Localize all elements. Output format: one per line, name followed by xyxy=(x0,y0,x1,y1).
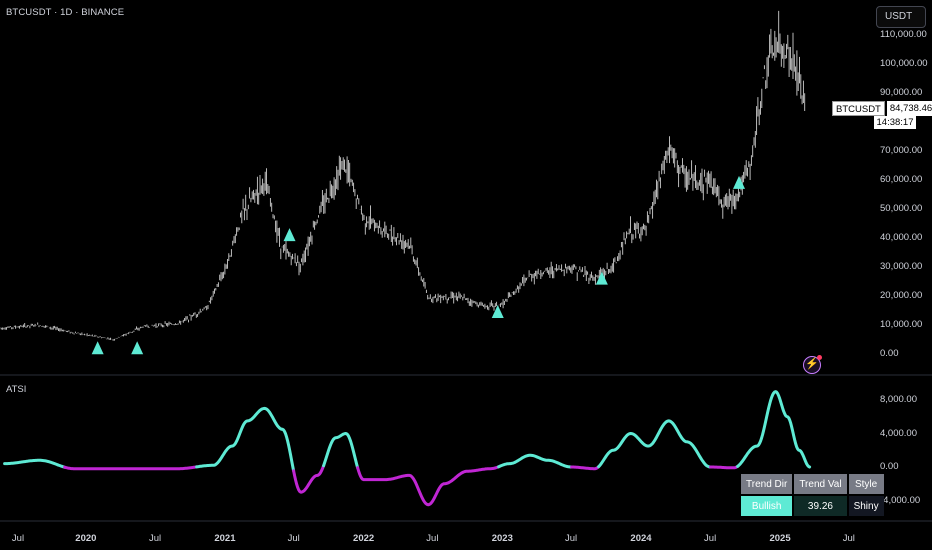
atsi-line-segment xyxy=(195,406,296,473)
trend-table-header-style: Style xyxy=(848,474,884,494)
atsi-line-segment xyxy=(63,465,199,471)
price-tick-label: 50,000.00 xyxy=(880,203,923,214)
time-tick-label: 2024 xyxy=(630,533,652,544)
triangle-up-icon xyxy=(733,175,746,189)
trend-style-value: Shiny xyxy=(848,496,884,516)
atsi-line-segment xyxy=(709,464,740,470)
time-tick-label: Jul xyxy=(287,533,300,544)
osc-tick-label: 8,000.00 xyxy=(880,394,917,405)
bolt-icon[interactable]: ⚡ xyxy=(803,355,822,374)
trend-table-header-val: Trend Val xyxy=(794,474,847,494)
time-tick-label: Jul xyxy=(426,533,439,544)
time-tick-label: 2025 xyxy=(769,533,791,544)
triangle-up-icon xyxy=(491,304,504,318)
price-tick-label: 30,000.00 xyxy=(880,261,923,272)
atsi-line-segment xyxy=(322,432,360,470)
last-price-tag: BTCUSDT 84,738.46 xyxy=(832,101,932,116)
atsi-line-segment xyxy=(597,419,713,469)
time-tick-label: Jul xyxy=(564,533,578,544)
trend-table-header-dir: Trend Dir xyxy=(741,474,793,494)
trend-val-value: 39.26 xyxy=(794,496,847,516)
atsi-line-segment xyxy=(570,465,601,471)
time-tick-label: 2022 xyxy=(353,533,375,544)
triangle-up-icon xyxy=(283,228,296,242)
last-price-symbol: BTCUSDT xyxy=(832,101,885,116)
osc-tick-label: 0.00 xyxy=(880,461,899,472)
atsi-line-segment xyxy=(356,465,501,507)
triangle-up-icon xyxy=(131,341,144,355)
time-tick-label: Jul xyxy=(11,533,25,544)
price-tick-label: 90,000.00 xyxy=(880,87,923,98)
atsi-line-segment xyxy=(736,390,812,469)
osc-tick-label: -4,000.00 xyxy=(880,494,921,506)
time-tick-label: 2021 xyxy=(214,533,236,544)
atsi-line-segment xyxy=(497,453,574,469)
price-tick-label: 20,000.00 xyxy=(880,290,923,301)
triangle-up-icon xyxy=(91,341,104,355)
time-tick-label: 2020 xyxy=(75,533,97,544)
last-price-value: 84,738.46 xyxy=(886,101,932,116)
price-tick-label: 40,000.00 xyxy=(880,232,923,243)
price-tick-label: 100,000.00 xyxy=(880,58,928,69)
price-tick-label: 0.00 xyxy=(880,348,899,359)
time-tick-label: Jul xyxy=(704,533,717,544)
trend-dir-value: Bullish xyxy=(741,496,793,516)
bar-countdown: 14:38:17 xyxy=(874,116,916,129)
trend-table: Trend Dir Trend Val Style Bullish 39.26 … xyxy=(739,472,886,518)
time-tick-label: Jul xyxy=(842,533,855,544)
atsi-line-segment xyxy=(292,464,326,494)
time-tick-label: 2023 xyxy=(491,533,513,544)
indicator-title[interactable]: ATSI xyxy=(6,384,27,395)
price-tick-label: 70,000.00 xyxy=(880,145,923,156)
time-tick-label: Jul xyxy=(148,533,162,544)
triangle-up-icon xyxy=(595,271,608,285)
price-tick-label: 60,000.00 xyxy=(880,174,923,185)
osc-tick-label: 4,000.00 xyxy=(880,427,917,439)
atsi-line-segment xyxy=(3,458,67,469)
price-candles xyxy=(0,10,806,341)
price-tick-label: 110,000.00 xyxy=(880,29,927,40)
price-tick-label: 10,000.00 xyxy=(880,319,923,330)
currency-button[interactable]: USDT xyxy=(876,6,926,28)
symbol-title[interactable]: BTCUSDT · 1D · BINANCE xyxy=(6,7,125,18)
